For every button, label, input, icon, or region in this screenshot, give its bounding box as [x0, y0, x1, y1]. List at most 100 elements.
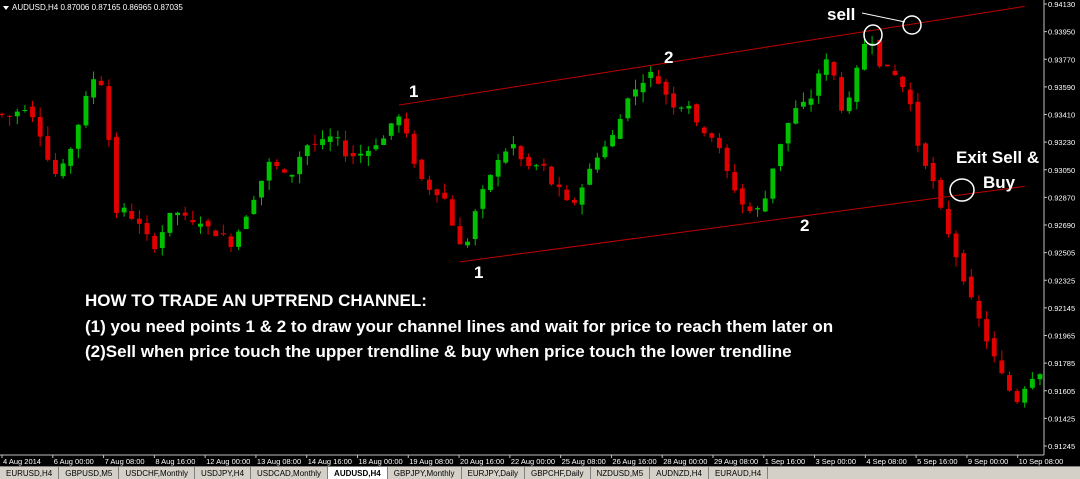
candle: [541, 158, 547, 172]
candle: [297, 151, 303, 184]
candle: [709, 132, 715, 142]
candle: [976, 295, 982, 327]
candle-body: [45, 136, 51, 160]
candle: [419, 158, 425, 181]
symbol-tab[interactable]: GBPCHF,Daily: [525, 467, 591, 479]
candle-body: [533, 165, 539, 167]
candle-body: [938, 179, 944, 208]
price-tick-label: 0.92690: [1048, 221, 1075, 230]
candle-body: [266, 161, 272, 181]
candle: [793, 100, 799, 125]
candle: [1037, 373, 1043, 386]
instructions-text: HOW TO TRADE AN UPTREND CHANNEL: (1) you…: [85, 291, 833, 361]
candle-body: [923, 143, 928, 166]
candle: [83, 91, 89, 128]
candle: [228, 233, 234, 252]
candle-body: [37, 116, 43, 137]
candle: [1007, 371, 1012, 393]
candle: [167, 212, 173, 237]
candle: [785, 122, 791, 152]
candle: [312, 134, 318, 152]
candle: [243, 215, 249, 230]
candle: [862, 35, 867, 71]
symbol-tab[interactable]: EURJPY,Daily: [462, 467, 526, 479]
candle-body: [518, 146, 524, 160]
symbol-tab[interactable]: AUDUSD,H4: [328, 467, 388, 479]
symbol-tab[interactable]: USDJPY,H4: [195, 467, 252, 479]
symbol-tab[interactable]: USDCAD,Monthly: [251, 467, 329, 479]
candle-body: [22, 110, 28, 111]
candle-body: [236, 231, 242, 247]
candle: [816, 69, 822, 104]
candle-body: [762, 198, 768, 212]
candle: [152, 232, 158, 253]
candle: [739, 183, 745, 214]
candle: [571, 197, 577, 206]
candle: [953, 230, 959, 267]
candle: [68, 147, 74, 174]
point-1-upper-label: 1: [409, 82, 418, 101]
candle-body: [625, 98, 631, 119]
annotations: 1 1 2 2 sell Exit Sell & Buy: [409, 5, 1039, 282]
time-tick-label: 22 Aug 00:00: [511, 457, 555, 466]
candle: [495, 153, 501, 187]
price-axis: 0.94130 0.93950 0.93770 0.93590 0.93410 0.932…: [1044, 0, 1075, 451]
lower-trendline[interactable]: [459, 185, 1025, 263]
candle-body: [243, 216, 249, 230]
symbol-tab[interactable]: GBPJPY,Monthly: [388, 467, 462, 479]
candle-body: [739, 188, 745, 205]
price-tick-label: 0.93050: [1048, 166, 1075, 175]
symbol-tab[interactable]: EURAUD,H4: [709, 467, 769, 479]
time-tick-label: 7 Aug 08:00: [105, 457, 145, 466]
candle-body: [701, 127, 707, 134]
candle: [762, 190, 768, 213]
candle-body: [640, 82, 646, 93]
price-tick-label: 0.92870: [1048, 193, 1075, 202]
candle: [892, 64, 898, 77]
price-tick-label: 0.94130: [1048, 0, 1075, 9]
candle: [22, 104, 28, 113]
candle-body: [594, 157, 600, 170]
candle-body: [1007, 375, 1012, 391]
candle: [411, 130, 417, 169]
symbol-tab[interactable]: USDCHF,Monthly: [119, 467, 196, 479]
candle-body: [999, 360, 1005, 374]
candle: [724, 144, 730, 179]
candle-body: [136, 218, 142, 224]
candle: [190, 210, 196, 225]
symbol-tab[interactable]: EURUSD,H4: [0, 467, 60, 479]
candle-body: [426, 179, 432, 190]
candle: [579, 184, 585, 215]
candle: [602, 140, 608, 160]
candle-body: [1037, 374, 1043, 380]
candle: [968, 268, 974, 300]
candle-body: [633, 89, 638, 97]
candle: [488, 174, 493, 193]
candle: [923, 142, 928, 170]
symbol-tab[interactable]: AUDNZD,H4: [650, 467, 709, 479]
symbol-tab[interactable]: NZDUSD,M5: [591, 467, 651, 479]
symbol-header-text: AUDUSD,H4 0.87006 0.87165 0.86965 0.8703…: [12, 3, 183, 12]
candle-body: [274, 161, 280, 167]
candle-body: [281, 169, 287, 173]
candle: [205, 218, 211, 235]
candle: [45, 126, 51, 162]
price-tick-label: 0.91425: [1048, 414, 1075, 423]
candle: [480, 185, 486, 219]
candle-body: [495, 159, 501, 177]
candle: [159, 225, 165, 256]
candle: [52, 153, 58, 177]
candle-body: [129, 211, 135, 219]
price-tick-label: 0.93590: [1048, 83, 1075, 92]
candle-body: [373, 145, 379, 150]
price-chart[interactable]: AUDUSD,H4 0.87006 0.87165 0.86965 0.8703…: [0, 0, 1080, 466]
candle-body: [793, 108, 799, 124]
candle: [900, 75, 906, 92]
candle-body: [465, 241, 471, 246]
symbol-tab-bar: EURUSD,H4 GBPUSD,M5 USDCHF,Monthly USDJPY,H…: [0, 466, 1080, 479]
candle: [98, 76, 104, 87]
candle: [778, 143, 783, 172]
candle-body: [1022, 388, 1028, 403]
symbol-tab[interactable]: GBPUSD,M5: [59, 467, 120, 479]
